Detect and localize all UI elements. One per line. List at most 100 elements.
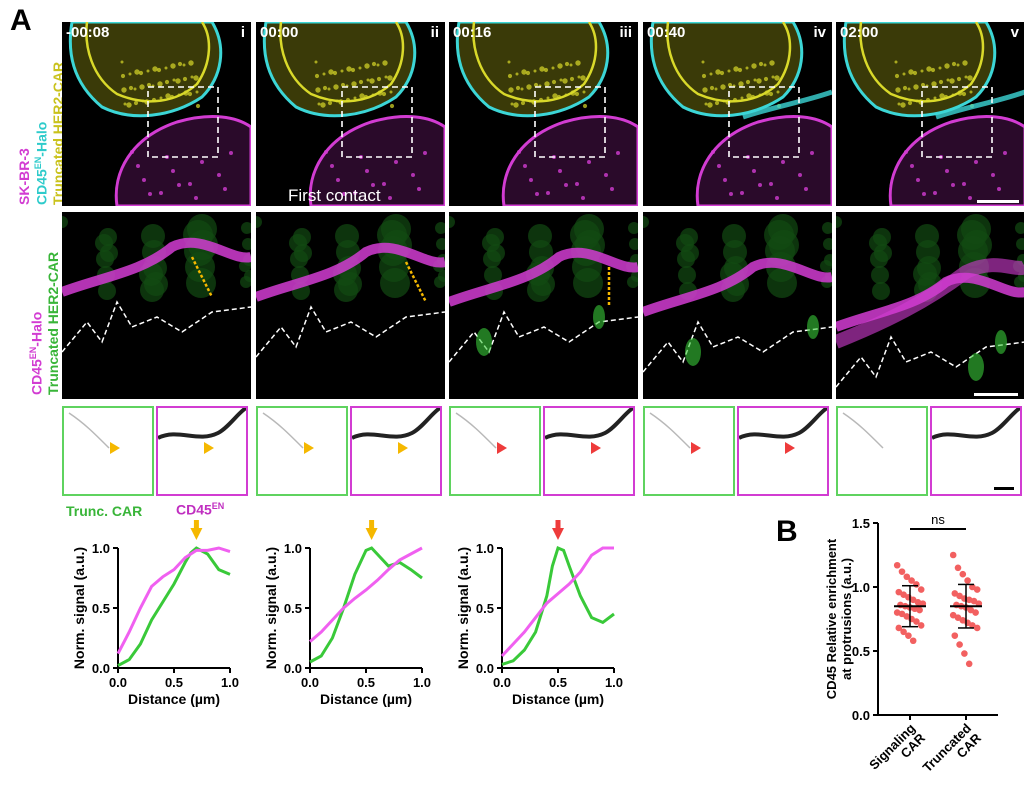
data-point: [893, 561, 901, 569]
overview-image-v: 02:00 v: [836, 22, 1024, 206]
y-tick-label: 0.5: [92, 601, 110, 616]
timestamp-label: -00:08: [66, 24, 110, 41]
legend-trunc-car: Trunc. CAR: [66, 503, 143, 519]
overview-image-i: -00:08 i: [62, 22, 251, 206]
car-zoom-v: [836, 406, 928, 496]
y-tick-label: 0.0: [92, 661, 110, 676]
y-axis-label: Norm. signal (a.u.): [455, 547, 471, 669]
zoom-merge-image-ii: [256, 212, 445, 399]
x-tick-label: 0.0: [301, 675, 319, 690]
car-zoom-ii: [256, 406, 348, 496]
category-label: TruncatedCAR: [920, 720, 985, 785]
data-point: [951, 632, 959, 639]
y-tick-label: 1.5: [852, 516, 870, 531]
data-point: [898, 568, 906, 575]
data-point: [895, 624, 903, 632]
x-axis-label: Distance (µm): [320, 691, 412, 707]
overview-image-iii: 00:16 iii: [449, 22, 638, 206]
y-tick-label: 0.5: [284, 601, 302, 616]
peak-arrow: [365, 528, 378, 540]
timestamp-label: 00:16: [453, 24, 492, 41]
series-line: [501, 545, 615, 666]
data-point: [949, 551, 957, 559]
car-zoom-i: [62, 406, 154, 496]
panel-roman-label: i: [240, 24, 245, 41]
data-point: [909, 637, 917, 645]
y-axis-label: CD45 Relative enrichmentat protrusions (…: [824, 538, 854, 699]
panel-roman-label: iv: [813, 24, 826, 41]
zoom-merge-image-i: [62, 212, 251, 399]
x-tick-label: 0.5: [357, 675, 375, 690]
x-tick-label: 0.5: [549, 675, 567, 690]
series-line: [500, 546, 614, 658]
overview-image-ii: 00:00 ii: [256, 22, 445, 206]
overview-image-iv: 00:40 iv: [643, 22, 832, 206]
panel-roman-label: iii: [619, 24, 632, 41]
data-point: [908, 577, 915, 584]
x-tick-label: 1.0: [221, 675, 239, 690]
car-zoom-iii: [449, 406, 541, 496]
data-point: [903, 573, 911, 581]
y-tick-label: 1.0: [284, 541, 302, 556]
cd45-zoom-v: [930, 406, 1022, 496]
x-axis-label: Distance (µm): [128, 691, 220, 707]
scatter-chart: 0.0 0.5 1.0 1.5 CD45 Relative enrichmentat p…: [824, 512, 998, 785]
y-tick-label: 0.0: [284, 661, 302, 676]
y-tick-label: 0.5: [852, 644, 870, 659]
data-point: [959, 570, 967, 578]
x-tick-label: 0.0: [493, 675, 511, 690]
cd45-zoom-i: [156, 406, 248, 496]
y-tick-label: 1.0: [476, 541, 494, 556]
zoom-merge-image-iv: [643, 212, 832, 399]
legend-cd45en: CD45EN: [176, 501, 225, 518]
row2-cd45-label: CD45EN-Halo: [28, 311, 45, 395]
data-point: [913, 581, 920, 588]
x-tick-label: 1.0: [605, 675, 623, 690]
cd45-zoom-iii: [543, 406, 635, 496]
series-line: [309, 546, 423, 664]
first-contact-label: First contact: [288, 186, 381, 205]
peak-arrow: [552, 528, 564, 540]
x-tick-label: 0.0: [109, 675, 127, 690]
y-tick-label: 0.0: [476, 661, 494, 676]
series-line: [117, 546, 231, 667]
data-point: [917, 622, 925, 629]
y-axis-label: Norm. signal (a.u.): [263, 547, 279, 669]
row1-cd45-label: CD45EN-Halo: [33, 121, 50, 205]
data-point: [905, 632, 912, 639]
data-point: [916, 606, 923, 614]
series-line: [116, 546, 231, 655]
data-point: [917, 586, 925, 593]
car-zoom-iv: [643, 406, 735, 496]
y-tick-label: 0.5: [476, 601, 494, 616]
label-skbr3: SK-BR-3: [16, 148, 32, 205]
data-point: [956, 641, 963, 648]
row1-channel-label: SK-BR-3: [16, 148, 32, 205]
data-point: [913, 618, 920, 625]
data-point: [900, 628, 907, 636]
x-tick-label: 0.5: [165, 675, 183, 690]
data-point: [972, 609, 979, 616]
data-point: [964, 577, 971, 584]
data-point: [973, 586, 981, 593]
timestamp-label: 02:00: [840, 24, 879, 41]
series-line: [309, 546, 423, 643]
significance-label: ns: [931, 512, 945, 527]
panel-b-letter: B: [776, 515, 798, 548]
panel-a-letter: A: [10, 4, 32, 37]
row2-car-label: Truncated HER2-CAR: [45, 251, 61, 395]
category-label: SignalingCAR: [866, 720, 928, 782]
data-point: [965, 660, 973, 668]
panel-roman-label: ii: [430, 24, 439, 41]
x-axis-label: Distance (µm): [512, 691, 604, 707]
cd45-zoom-ii: [350, 406, 442, 496]
y-tick-label: 0.0: [852, 708, 870, 723]
panel-roman-label: v: [1010, 24, 1019, 41]
data-point: [961, 650, 968, 657]
y-tick-label: 1.0: [92, 541, 110, 556]
timestamp-label: 00:40: [647, 24, 686, 41]
zoom-merge-image-iii: [449, 212, 638, 399]
